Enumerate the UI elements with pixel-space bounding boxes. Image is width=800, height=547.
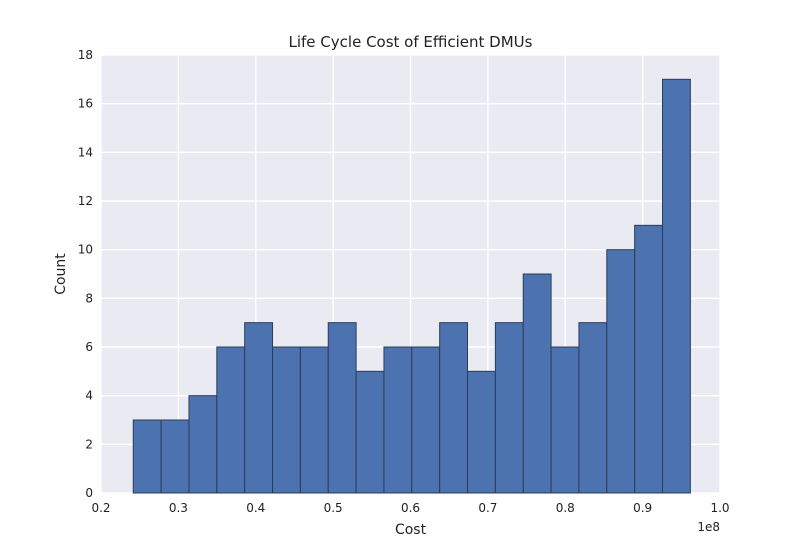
x-tick-label-2: 0.4 — [246, 501, 265, 515]
histogram-bar-1 — [160, 419, 190, 494]
y-tick-label-3: 6 — [85, 340, 93, 354]
x-axis-label: Cost — [395, 522, 427, 538]
x-tick-label-0: 0.2 — [91, 501, 110, 515]
histogram-bar-18 — [634, 224, 664, 494]
y-axis-label: Count — [53, 253, 69, 295]
chart-title: Life Cycle Cost of Efficient DMUs — [289, 33, 533, 51]
x-tick-label-3: 0.5 — [324, 501, 343, 515]
histogram-bar-0 — [132, 419, 162, 494]
histogram-bar-8 — [355, 370, 385, 494]
x-tick-labels: 0.2 0.3 0.4 0.5 0.6 0.7 0.8 0.9 1.0 — [91, 501, 729, 515]
y-tick-label-2: 4 — [85, 389, 93, 403]
histogram-bar-2 — [188, 395, 218, 494]
histogram-bar-10 — [411, 346, 441, 494]
x-tick-label-6: 0.8 — [556, 501, 575, 515]
y-tick-label-5: 10 — [78, 243, 93, 257]
histogram-bar-19 — [662, 78, 691, 494]
histogram-bar-12 — [467, 370, 496, 494]
x-tick-label-1: 0.3 — [169, 501, 188, 515]
histogram-bar-17 — [606, 249, 636, 494]
histogram-bar-7 — [327, 322, 357, 494]
x-axis-offset-label: 1e8 — [697, 520, 720, 534]
histogram-bar-13 — [494, 322, 524, 494]
x-tick-label-5: 0.7 — [478, 501, 497, 515]
y-tick-label-6: 12 — [78, 194, 93, 208]
histogram-bar-4 — [244, 322, 274, 494]
histogram-bar-9 — [383, 346, 413, 494]
y-tick-label-9: 18 — [78, 48, 93, 62]
histogram-bar-3 — [216, 346, 246, 494]
y-tick-label-0: 0 — [85, 486, 93, 500]
y-tick-label-7: 14 — [78, 145, 93, 159]
histogram-bar-14 — [522, 273, 552, 494]
histogram-bar-5 — [272, 346, 301, 494]
histogram-bar-16 — [578, 322, 608, 494]
histogram-bar-11 — [439, 322, 469, 494]
histogram-bar-15 — [550, 346, 580, 494]
y-tick-labels: 0 2 4 6 8 10 12 14 16 18 — [78, 48, 93, 500]
x-tick-label-8: 1.0 — [710, 501, 729, 515]
x-tick-label-4: 0.6 — [401, 501, 420, 515]
x-tick-label-7: 0.9 — [633, 501, 652, 515]
histogram-bar-6 — [299, 346, 329, 494]
y-tick-label-1: 2 — [85, 437, 93, 451]
bars — [132, 78, 691, 494]
y-tick-label-4: 8 — [85, 291, 93, 305]
y-tick-label-8: 16 — [78, 97, 93, 111]
